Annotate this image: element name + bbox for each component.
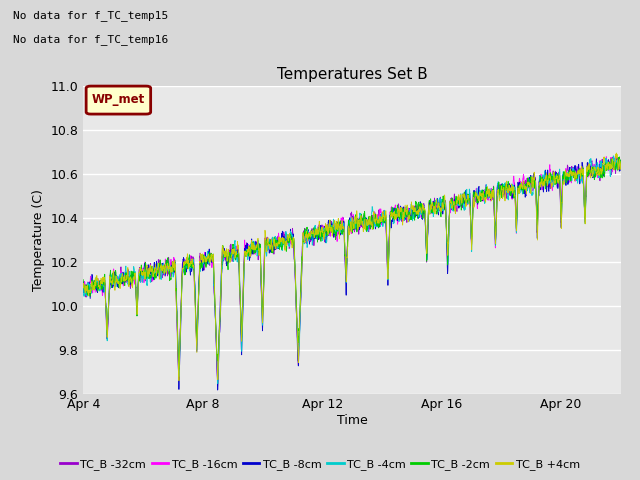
TC_B -16cm	[611, 154, 619, 159]
TC_B -4cm	[141, 271, 148, 276]
TC_B -8cm	[285, 235, 293, 240]
TC_B -32cm	[309, 229, 317, 235]
TC_B +4cm	[548, 182, 556, 188]
TC_B -16cm	[173, 299, 180, 304]
TC_B -16cm	[548, 182, 556, 188]
TC_B +4cm	[617, 159, 625, 165]
TC_B -16cm	[79, 289, 87, 295]
Line: TC_B -4cm: TC_B -4cm	[83, 156, 621, 384]
Text: No data for f_TC_temp16: No data for f_TC_temp16	[13, 34, 168, 45]
TC_B -32cm	[285, 245, 293, 251]
TC_B -32cm	[141, 274, 148, 280]
TC_B -4cm	[173, 296, 180, 301]
Y-axis label: Temperature (C): Temperature (C)	[32, 189, 45, 291]
TC_B +4cm	[173, 302, 180, 308]
Line: TC_B -8cm: TC_B -8cm	[83, 157, 621, 390]
TC_B -2cm	[607, 165, 614, 170]
TC_B -8cm	[614, 155, 621, 160]
Text: No data for f_TC_temp15: No data for f_TC_temp15	[13, 10, 168, 21]
TC_B -2cm	[548, 176, 556, 181]
TC_B -16cm	[285, 239, 293, 244]
TC_B +4cm	[285, 231, 293, 237]
TC_B -8cm	[548, 177, 556, 183]
TC_B -2cm	[616, 154, 623, 160]
TC_B -4cm	[548, 176, 556, 181]
TC_B -16cm	[617, 160, 625, 166]
TC_B -16cm	[141, 270, 148, 276]
TC_B +4cm	[175, 378, 183, 384]
TC_B -4cm	[79, 286, 87, 291]
Text: WP_met: WP_met	[92, 93, 145, 106]
TC_B -32cm	[214, 384, 221, 389]
TC_B +4cm	[309, 230, 317, 236]
FancyBboxPatch shape	[86, 86, 150, 114]
TC_B -2cm	[79, 276, 87, 282]
X-axis label: Time: Time	[337, 414, 367, 427]
TC_B -8cm	[607, 162, 614, 168]
Line: TC_B +4cm: TC_B +4cm	[83, 153, 621, 381]
TC_B -4cm	[607, 171, 614, 177]
TC_B -4cm	[214, 381, 221, 386]
TC_B -2cm	[309, 234, 317, 240]
TC_B +4cm	[612, 150, 620, 156]
TC_B -32cm	[548, 172, 556, 178]
TC_B +4cm	[607, 162, 614, 168]
TC_B -16cm	[607, 162, 614, 168]
Line: TC_B -32cm: TC_B -32cm	[83, 157, 621, 386]
TC_B -16cm	[309, 231, 317, 237]
TC_B -32cm	[79, 282, 87, 288]
Line: TC_B -16cm: TC_B -16cm	[83, 156, 621, 382]
TC_B -4cm	[285, 239, 293, 244]
TC_B -8cm	[617, 158, 625, 164]
TC_B -2cm	[617, 157, 625, 163]
TC_B -8cm	[309, 239, 317, 244]
TC_B -32cm	[609, 155, 616, 160]
TC_B -32cm	[617, 161, 625, 167]
TC_B -32cm	[607, 165, 614, 170]
TC_B -4cm	[609, 153, 617, 159]
Legend: TC_B -32cm, TC_B -16cm, TC_B -8cm, TC_B -4cm, TC_B -2cm, TC_B +4cm: TC_B -32cm, TC_B -16cm, TC_B -8cm, TC_B …	[56, 455, 584, 474]
TC_B +4cm	[79, 281, 87, 287]
TC_B -4cm	[309, 239, 317, 244]
TC_B -4cm	[617, 164, 625, 170]
Line: TC_B -2cm: TC_B -2cm	[83, 157, 621, 370]
Title: Temperatures Set B: Temperatures Set B	[276, 68, 428, 83]
TC_B -2cm	[141, 269, 148, 275]
TC_B -16cm	[214, 379, 221, 385]
TC_B -2cm	[173, 300, 180, 306]
TC_B -2cm	[285, 235, 293, 240]
TC_B -32cm	[173, 304, 180, 310]
TC_B -8cm	[214, 387, 221, 393]
TC_B +4cm	[141, 269, 148, 275]
TC_B -8cm	[173, 289, 180, 295]
TC_B -8cm	[79, 279, 87, 285]
TC_B -8cm	[141, 261, 148, 266]
TC_B -2cm	[175, 367, 183, 372]
